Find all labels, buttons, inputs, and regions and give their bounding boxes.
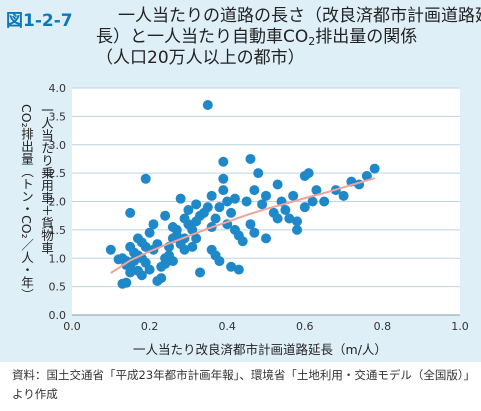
data-point bbox=[214, 202, 225, 213]
data-point bbox=[140, 241, 151, 252]
data-point bbox=[144, 264, 155, 275]
trend-line bbox=[110, 177, 375, 274]
data-point bbox=[288, 190, 299, 201]
data-point bbox=[187, 224, 198, 235]
data-point bbox=[229, 193, 240, 204]
source-text: 資料：国土交通省「平成23年都市計画年報」、環境省「土地利用・交通モデル（全国版… bbox=[12, 368, 470, 401]
data-point bbox=[148, 219, 159, 230]
x-axis-title: 一人当たり改良済都市計画道路延長（m/人） bbox=[133, 342, 387, 357]
data-point bbox=[233, 264, 244, 275]
data-point bbox=[272, 179, 283, 190]
data-point bbox=[218, 173, 229, 184]
x-tick-label: 0.6 bbox=[296, 320, 314, 333]
data-point bbox=[307, 196, 318, 207]
data-point bbox=[257, 199, 268, 210]
y-axis-title-line1: 一人当たり乗用車＋貨物車 bbox=[39, 104, 54, 254]
title-co2-subscript: 2 bbox=[308, 35, 316, 48]
data-point bbox=[261, 233, 271, 244]
data-point bbox=[311, 185, 322, 196]
figure-title-line1: 一人当たりの道路の長さ（改良済都市計画道路延 bbox=[118, 6, 481, 26]
source-note: 資料：国土交通省「平成23年都市計画年報」、環境省「土地利用・交通モデル（全国版… bbox=[0, 362, 481, 411]
data-point bbox=[140, 173, 151, 184]
data-point bbox=[280, 205, 291, 216]
y-tick-label: 2.5 bbox=[49, 167, 67, 180]
data-point bbox=[202, 202, 213, 213]
data-point bbox=[179, 244, 190, 255]
data-point bbox=[160, 210, 171, 221]
data-point bbox=[191, 199, 202, 210]
data-point bbox=[338, 190, 349, 201]
scatter-chart: 0.0 0.5 1.0 1.5 2.0 2.5 3.0 3.5 4.0 0.0 0.2 0.4 0.6 0… bbox=[49, 82, 469, 333]
data-point bbox=[299, 170, 310, 181]
data-point bbox=[284, 213, 295, 224]
x-tick-label: 0.4 bbox=[218, 320, 236, 333]
y-tick-label: 0.5 bbox=[49, 281, 67, 294]
data-point bbox=[237, 236, 248, 247]
x-tick-label: 0.2 bbox=[141, 320, 159, 333]
data-point bbox=[272, 213, 283, 224]
data-point bbox=[171, 224, 182, 235]
data-point bbox=[249, 227, 260, 238]
data-point bbox=[241, 196, 252, 207]
data-point bbox=[125, 207, 136, 218]
data-point bbox=[191, 233, 202, 244]
x-tick-label: 1.0 bbox=[451, 320, 469, 333]
data-point bbox=[369, 163, 380, 174]
data-point bbox=[113, 254, 124, 265]
y-tick-label: 1.5 bbox=[49, 224, 67, 237]
data-point bbox=[105, 244, 116, 255]
data-point bbox=[132, 233, 143, 244]
data-point bbox=[214, 256, 225, 267]
data-point bbox=[183, 205, 194, 216]
figure-number: 図1-2-7 bbox=[6, 11, 73, 31]
data-point bbox=[125, 267, 136, 278]
data-point bbox=[195, 267, 206, 278]
data-point bbox=[261, 190, 271, 201]
title-line2-post: 排出量の関係 bbox=[315, 27, 418, 47]
data-point bbox=[218, 156, 229, 167]
data-point bbox=[226, 207, 237, 218]
data-point bbox=[222, 196, 233, 207]
x-tick-label: 0.0 bbox=[63, 320, 81, 333]
data-point bbox=[249, 185, 260, 196]
data-point bbox=[253, 168, 264, 179]
data-point bbox=[292, 216, 303, 227]
data-point bbox=[299, 202, 310, 213]
data-point bbox=[226, 261, 237, 272]
data-point bbox=[187, 241, 198, 252]
y-tick-label: 0.0 bbox=[49, 309, 67, 322]
y-tick-label: 1.0 bbox=[49, 252, 67, 265]
x-tick-label: 0.8 bbox=[374, 320, 392, 333]
data-point bbox=[156, 273, 167, 284]
data-point bbox=[361, 170, 372, 181]
y-axis-title: 一人当たり乗用車＋貨物車 CO₂排出量（トン・CO₂／人・年） bbox=[14, 104, 58, 309]
data-point bbox=[245, 153, 256, 164]
data-point bbox=[206, 190, 217, 201]
y-tick-label: 3.0 bbox=[49, 139, 67, 152]
y-tick-label: 3.5 bbox=[49, 110, 67, 123]
y-axis-title-line2: CO₂排出量（トン・CO₂／人・年） bbox=[19, 104, 34, 302]
data-point bbox=[202, 100, 213, 111]
data-point bbox=[319, 196, 330, 207]
data-point bbox=[218, 185, 229, 196]
data-point bbox=[175, 193, 186, 204]
data-point bbox=[121, 277, 132, 288]
figure-title-line3: （人口20万人以上の都市） bbox=[96, 48, 305, 68]
y-tick-label: 4.0 bbox=[49, 82, 67, 95]
data-point bbox=[210, 213, 221, 224]
data-point bbox=[292, 224, 303, 235]
title-line2-pre: 長）と一人当たり自動車CO bbox=[96, 27, 309, 47]
data-point bbox=[245, 219, 256, 230]
figure-header: 図1-2-7 一人当たりの道路の長さ（改良済都市計画道路延 長）と一人当たり自動… bbox=[0, 0, 481, 68]
y-tick-label: 2.0 bbox=[49, 196, 67, 209]
data-point bbox=[144, 227, 155, 238]
data-point bbox=[136, 270, 147, 281]
figure-title-line2: 長）と一人当たり自動車CO2排出量の関係 bbox=[96, 27, 417, 52]
data-point bbox=[167, 256, 178, 267]
